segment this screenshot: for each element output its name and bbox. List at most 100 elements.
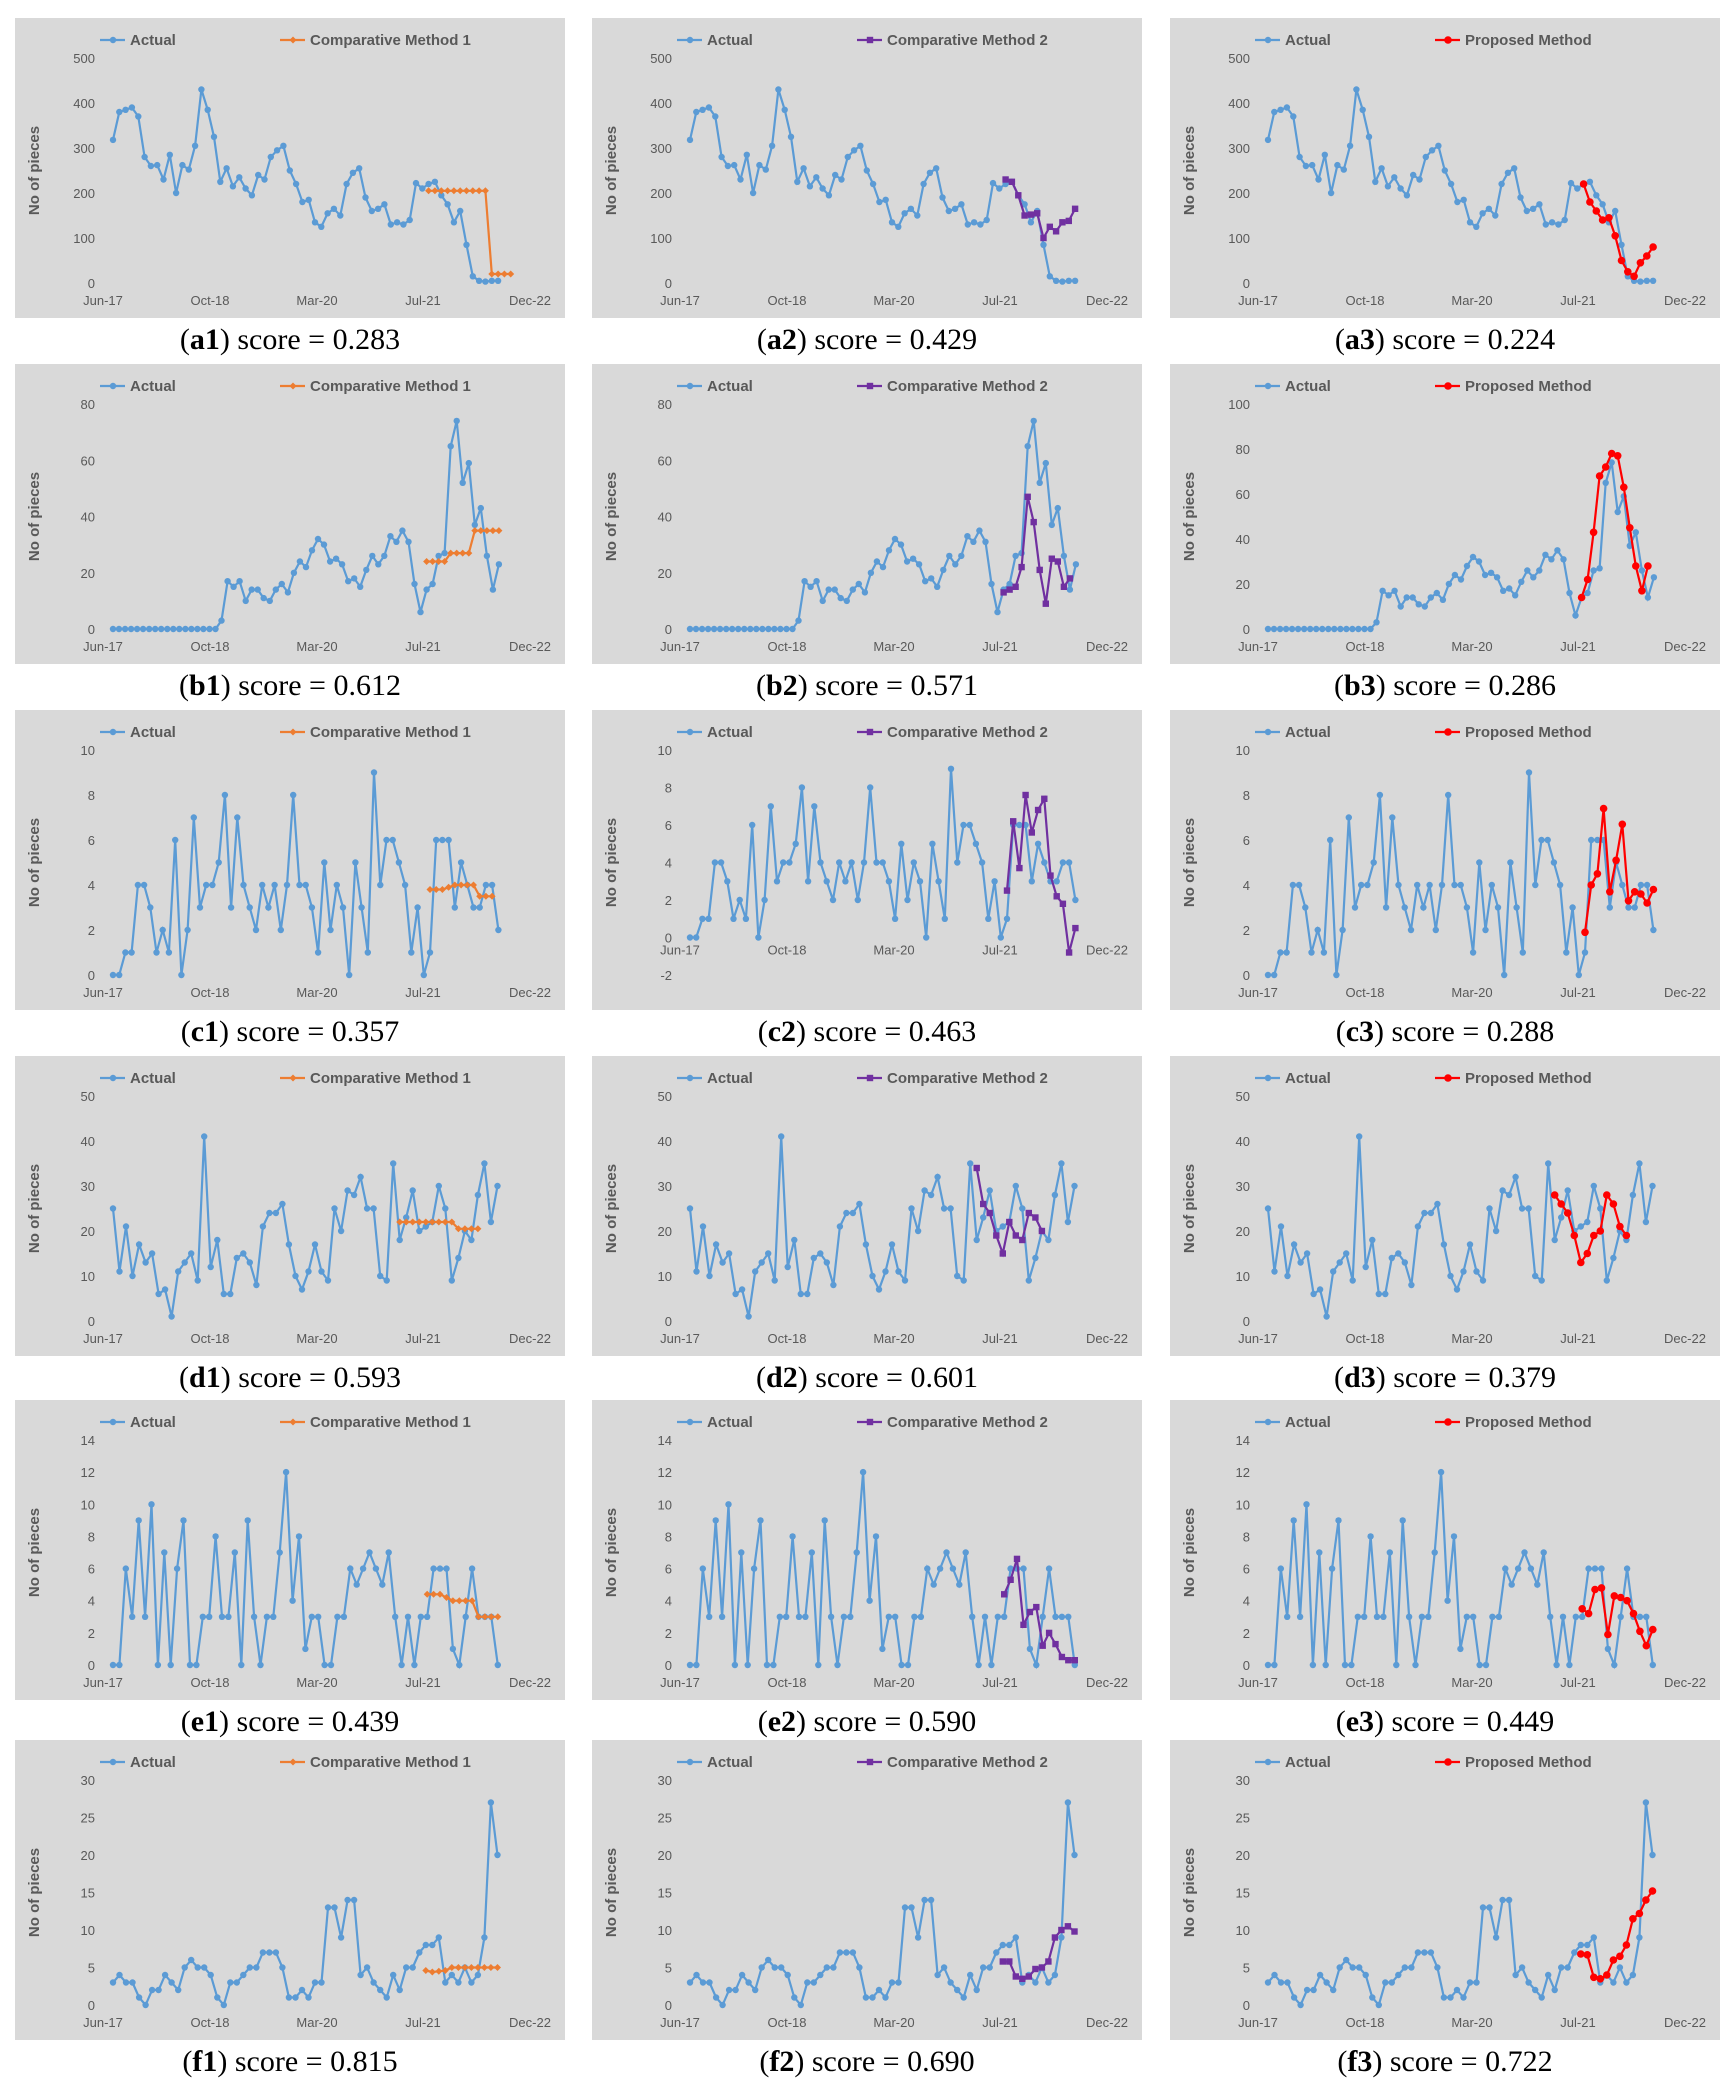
actual-point <box>231 1549 238 1556</box>
actual-point <box>895 1979 902 1986</box>
actual-point <box>1567 179 1575 187</box>
actual-point <box>717 859 725 866</box>
m2-point <box>1039 1642 1046 1649</box>
actual-point <box>1623 1565 1631 1572</box>
actual-point <box>488 277 495 284</box>
y-tick-label: 2 <box>88 923 95 938</box>
m2-point <box>1025 1209 1032 1217</box>
legend: Actual Comparative Method 1 <box>100 32 471 49</box>
actual-point <box>238 1661 245 1669</box>
actual-point <box>1349 625 1356 633</box>
actual-series <box>686 765 1079 941</box>
actual-point <box>895 1268 902 1275</box>
caption-paren: ( <box>180 1705 191 1738</box>
actual-point <box>344 1896 351 1904</box>
chart-cell-d1: 0 10 20 30 40 50 Jun-17 Oct-18 Mar-20 Jul-21 Dec-2… <box>15 1056 565 1396</box>
m1-series <box>422 1964 501 1976</box>
caption-c3: (c3) score = 0.288 <box>1170 1014 1720 1050</box>
legend: Actual Proposed Method <box>1255 1070 1592 1087</box>
x-tick-label: Mar-20 <box>1451 1331 1492 1346</box>
caption-paren: ( <box>757 1015 768 1048</box>
actual-point <box>321 859 328 866</box>
actual-point <box>1409 594 1416 601</box>
actual-point <box>940 566 947 574</box>
actual-point <box>1370 859 1377 866</box>
caption-score: 0.224 <box>1487 323 1556 356</box>
m1-point <box>445 883 453 891</box>
legend-actual-label: Actual <box>1285 378 1331 395</box>
m1-point <box>467 1964 475 1971</box>
m1-series <box>423 527 503 565</box>
x-tick-label: Jul-21 <box>1560 639 1595 654</box>
actual-point <box>190 814 197 821</box>
legend-actual-label: Actual <box>130 1754 176 1771</box>
actual-point <box>1453 1286 1461 1293</box>
legend-method-marker <box>1444 1758 1452 1766</box>
actual-point <box>1395 1971 1402 1979</box>
actual-point <box>723 625 730 633</box>
actual-point <box>1071 1851 1078 1859</box>
actual-line <box>690 420 1077 631</box>
actual-point <box>693 1661 700 1669</box>
actual-point <box>337 1227 345 1235</box>
m2-point <box>1001 1591 1008 1598</box>
actual-point <box>908 1205 915 1212</box>
actual-point <box>1575 971 1582 979</box>
y-axis-label: No of pieces <box>26 1848 43 1937</box>
actual-point <box>705 104 713 111</box>
legend-actual-marker <box>109 382 117 390</box>
actual-point <box>1435 142 1442 149</box>
actual-point <box>1427 1209 1435 1217</box>
actual-point <box>364 949 371 956</box>
actual-point <box>903 558 911 565</box>
y-tick-label: 300 <box>73 141 95 156</box>
actual-point <box>1597 1205 1604 1212</box>
actual-point <box>1602 479 1609 486</box>
actual-point <box>1302 162 1310 170</box>
actual-point <box>1440 1994 1448 2001</box>
actual-point <box>172 189 180 197</box>
actual-point <box>693 934 700 941</box>
y-axis-label: No of pieces <box>603 126 620 215</box>
y-tick-label: 10 <box>81 1923 95 1938</box>
actual-point <box>240 1971 247 1979</box>
actual-point <box>175 1986 182 1994</box>
y-tick-label: 6 <box>665 818 672 833</box>
actual-point <box>1053 878 1060 885</box>
actual-point <box>456 1661 463 1669</box>
actual-point <box>271 881 278 889</box>
m2-point <box>1000 589 1007 596</box>
x-tick-label: Mar-20 <box>1451 639 1492 654</box>
actual-point <box>353 1581 360 1588</box>
prop-point <box>1595 472 1604 480</box>
caption-label: b2 <box>766 669 798 702</box>
actual-point <box>1554 547 1561 554</box>
caption-paren: ( <box>759 2045 770 2078</box>
actual-point <box>891 535 899 543</box>
actual-point <box>1349 1277 1356 1284</box>
y-tick-label: 100 <box>1228 231 1250 246</box>
actual-point <box>915 561 923 568</box>
y-tick-label: 40 <box>1236 1134 1250 1149</box>
actual-point <box>791 1236 798 1244</box>
caption-paren: ( <box>757 1705 768 1738</box>
prop-point <box>1605 214 1613 222</box>
m2-point <box>1010 818 1017 825</box>
y-tick-label: 25 <box>658 1811 672 1826</box>
y-tick-label: 4 <box>665 1594 672 1609</box>
actual-point <box>1322 1661 1329 1669</box>
prop-point <box>1607 449 1616 458</box>
actual-point <box>962 1549 969 1556</box>
caption-prefix: ) score = <box>219 1015 332 1048</box>
actual-point <box>1051 1191 1059 1199</box>
caption-label: f2 <box>769 2045 795 2078</box>
actual-series <box>109 86 502 285</box>
actual-point <box>116 1661 123 1669</box>
actual-point <box>147 162 155 170</box>
actual-point <box>842 878 849 885</box>
actual-point <box>1006 1941 1013 1949</box>
actual-point <box>784 1263 791 1271</box>
